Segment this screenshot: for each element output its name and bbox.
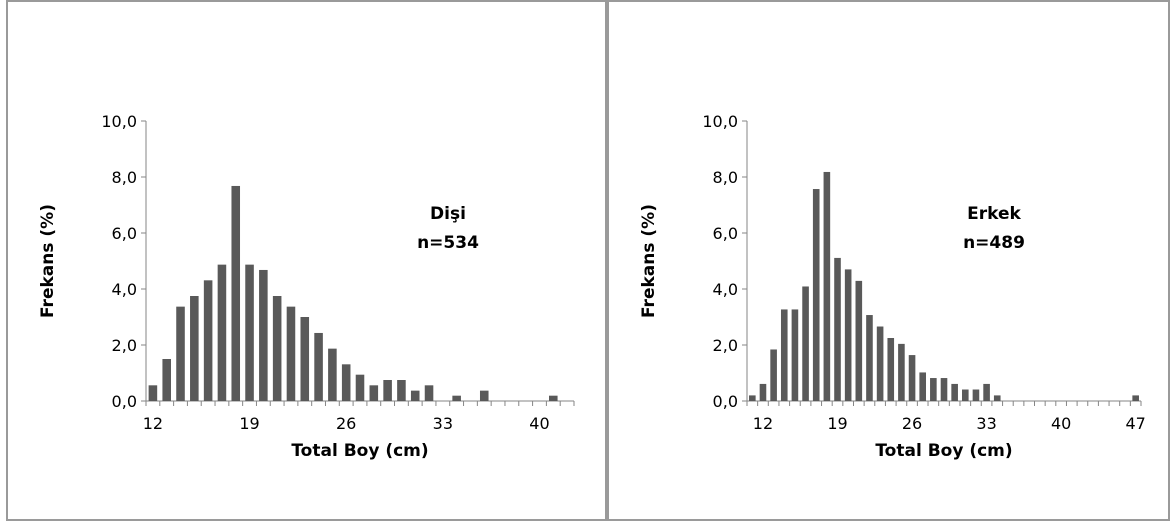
histogram-bar	[972, 389, 980, 401]
y-tick-label: 2,0	[112, 336, 137, 355]
y-tick-label: 4,0	[713, 280, 738, 299]
x-tick-label: 40	[529, 414, 549, 433]
histogram-bar	[272, 296, 282, 401]
sample-annotation: Erkek	[967, 204, 1021, 224]
y-tick-label: 8,0	[713, 168, 738, 187]
histogram-bar	[749, 395, 756, 401]
y-axis-title: Frekans (%)	[639, 204, 659, 318]
histogram-bar	[300, 317, 310, 401]
histogram-bar	[259, 269, 268, 401]
y-tick-label: 0,0	[112, 392, 137, 411]
histogram-bar	[983, 383, 990, 401]
x-tick-label: 47	[1125, 414, 1145, 433]
histogram-bar	[397, 380, 406, 401]
histogram-bar	[1132, 395, 1139, 401]
histogram-bar	[369, 385, 379, 401]
histogram-bar	[866, 315, 873, 401]
histogram-bar	[993, 395, 1001, 401]
y-axis-title: Frekans (%)	[38, 204, 58, 318]
histogram-bar	[314, 332, 323, 401]
histogram-bar	[759, 383, 767, 401]
histogram-bar	[908, 355, 916, 401]
histogram-bar	[812, 189, 820, 401]
histogram-bar	[791, 309, 799, 401]
histogram-bar	[780, 309, 788, 401]
x-tick-label: 12	[143, 414, 163, 433]
histogram-bar	[148, 385, 158, 401]
histogram-bar	[341, 364, 351, 401]
chart-panel-female: 0,0 2,0 4,0 6,0 8,0 10,0 12 19 26 33 40 Total Boy (…	[6, 0, 607, 521]
x-axis-title: Total Boy (cm)	[291, 441, 428, 461]
x-tick-label: 40	[1051, 414, 1071, 433]
histogram-bar	[770, 349, 777, 401]
sample-annotation: Dişi	[430, 204, 466, 224]
y-tick-label: 8,0	[112, 168, 137, 187]
x-tick-label: 33	[976, 414, 996, 433]
histogram-bar	[231, 185, 241, 401]
sample-annotation: n=534	[417, 233, 479, 253]
histogram-bar	[855, 280, 863, 401]
y-tick-label: 2,0	[713, 336, 738, 355]
x-axis-title: Total Boy (cm)	[875, 441, 1012, 461]
x-tick-label: 33	[433, 414, 453, 433]
x-tick-label: 19	[827, 414, 847, 433]
histogram-bar	[217, 264, 227, 401]
histogram-bar	[479, 390, 489, 401]
histogram-bar	[887, 338, 895, 401]
histogram-bar	[245, 264, 254, 401]
histogram-bar	[951, 383, 958, 401]
histogram-bar	[876, 326, 884, 401]
histogram-bar	[383, 380, 392, 401]
x-tick-label: 12	[753, 414, 773, 433]
histogram-bar	[286, 306, 296, 401]
y-tick-label: 4,0	[112, 280, 137, 299]
histogram-bar	[355, 374, 365, 401]
x-tick-label: 19	[239, 414, 259, 433]
histogram-bar	[940, 378, 948, 401]
histogram-bar	[424, 385, 434, 401]
female-length-histogram: 0,0 2,0 4,0 6,0 8,0 10,0 12 19 26 33 40 Total Boy (…	[38, 112, 575, 461]
histogram-bar	[328, 348, 337, 401]
histogram-bar	[898, 343, 905, 401]
histogram-bar	[834, 257, 841, 401]
chart-panel-male: 0,0 2,0 4,0 6,0 8,0 10,0 12 19 26 33 40 47 Total Boy…	[607, 0, 1170, 521]
histogram-bar	[410, 390, 420, 401]
histogram-bar	[844, 269, 852, 401]
x-tick-label: 26	[336, 414, 356, 433]
y-tick-label: 10,0	[702, 112, 738, 131]
histogram-bar	[823, 171, 831, 401]
histogram-bar	[162, 359, 171, 401]
histogram-bar	[176, 306, 185, 401]
histogram-bar	[190, 296, 199, 401]
y-tick-label: 0,0	[713, 392, 738, 411]
y-tick-label: 10,0	[101, 112, 137, 131]
histogram-bar	[930, 378, 937, 401]
x-tick-label: 26	[902, 414, 922, 433]
histogram-bar	[203, 280, 213, 401]
sample-annotation: n=489	[963, 233, 1025, 253]
histogram-bar	[919, 372, 927, 401]
male-length-histogram: 0,0 2,0 4,0 6,0 8,0 10,0 12 19 26 33 40 47 Total Boy…	[639, 112, 1146, 461]
histogram-bar	[549, 395, 558, 401]
histogram-bar	[802, 286, 809, 401]
y-tick-label: 6,0	[713, 224, 738, 243]
histogram-bar	[961, 389, 969, 401]
y-tick-label: 6,0	[112, 224, 137, 243]
histogram-bar	[452, 395, 461, 401]
